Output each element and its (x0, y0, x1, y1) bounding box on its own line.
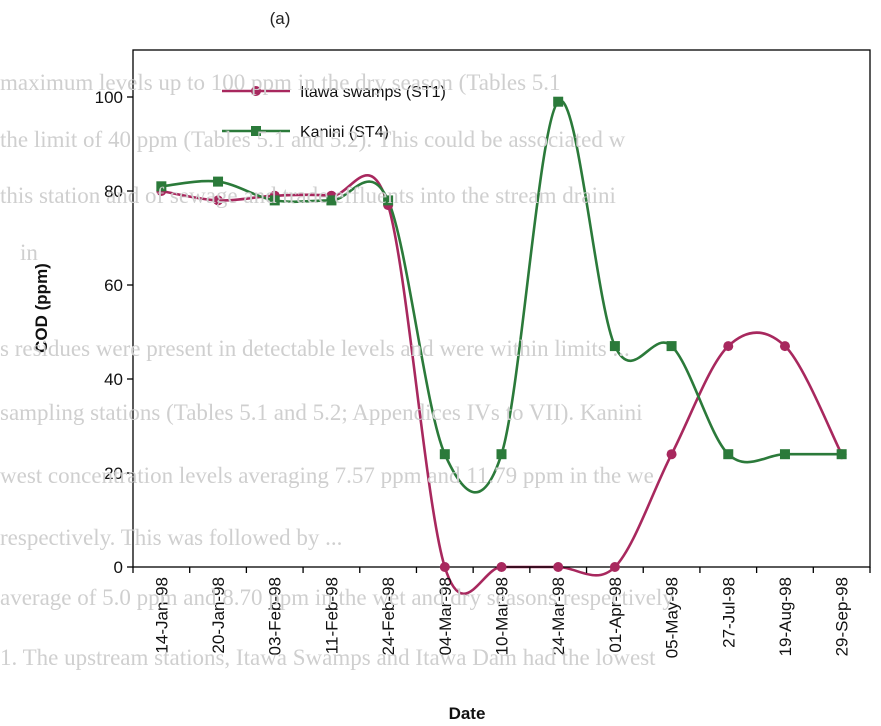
data-point-square (496, 449, 507, 460)
series-markers (156, 96, 847, 572)
data-point-square (723, 449, 734, 460)
series-line-2 (161, 99, 842, 494)
data-point-square (383, 195, 394, 206)
data-point-circle (496, 562, 507, 572)
y-tick-label: 40 (104, 370, 123, 389)
labels: (a) Date COD (ppm) (32, 9, 485, 723)
y-axis-title: COD (ppm) (32, 263, 51, 353)
x-tick-label: 03-Feb-98 (266, 577, 285, 655)
data-point-circle (609, 562, 620, 572)
data-point-square (836, 449, 847, 460)
data-point-circle (666, 449, 677, 460)
x-tick-label: 27-Jul-98 (719, 577, 738, 648)
y-tick-label: 60 (104, 276, 123, 295)
series-lines (161, 99, 843, 595)
x-tick-label: 20-Jan-98 (209, 577, 228, 654)
data-point-square (269, 195, 280, 206)
x-tick-label: 05-May-98 (663, 577, 682, 658)
x-tick-label: 24-Mar-98 (549, 577, 568, 655)
data-point-square (553, 96, 564, 107)
x-tick-label: 19-Aug-98 (776, 577, 795, 656)
y-tick-label: 100 (95, 88, 123, 107)
x-tick-label: 14-Jan-98 (152, 577, 171, 654)
data-point-square (439, 449, 450, 460)
legend-marker-circle (251, 86, 261, 96)
series-line-1 (161, 174, 843, 595)
x-tick-label: 24-Feb-98 (379, 577, 398, 655)
data-point-circle (779, 341, 790, 352)
data-point-square (156, 181, 167, 192)
legend-label: Itawa swamps (ST1) (300, 84, 446, 101)
x-tick-label: 11-Feb-98 (322, 577, 341, 654)
data-point-square (213, 176, 224, 187)
data-point-square (779, 449, 790, 460)
x-tick-label: 01-Apr-98 (606, 577, 625, 653)
data-point-circle (553, 562, 564, 572)
legend: Itawa swamps (ST1) Kanini (ST4) (222, 84, 446, 141)
x-tick-label: 10-Mar-98 (493, 577, 512, 655)
x-tick-label: 29-Sep-98 (833, 577, 852, 656)
x-tick-label: 04-Mar-98 (436, 577, 455, 655)
panel-label: (a) (270, 9, 291, 28)
plot-area-frame (132, 49, 871, 568)
data-point-square (666, 341, 677, 352)
legend-marker-square (251, 126, 261, 136)
data-point-circle (723, 341, 734, 352)
data-point-circle (439, 562, 450, 572)
y-tick-label: 20 (104, 464, 123, 483)
legend-label: Kanini (ST4) (300, 124, 389, 141)
y-tick-label: 0 (114, 558, 123, 577)
data-point-square (326, 195, 337, 206)
axes: 0 20 40 60 80 100 14-Jan-98 20-Jan-98 03-Feb-98 1… (95, 49, 871, 658)
x-axis-title: Date (449, 704, 486, 723)
data-point-circle (213, 195, 224, 206)
data-point-square (609, 341, 620, 352)
y-tick-label: 80 (104, 182, 123, 201)
